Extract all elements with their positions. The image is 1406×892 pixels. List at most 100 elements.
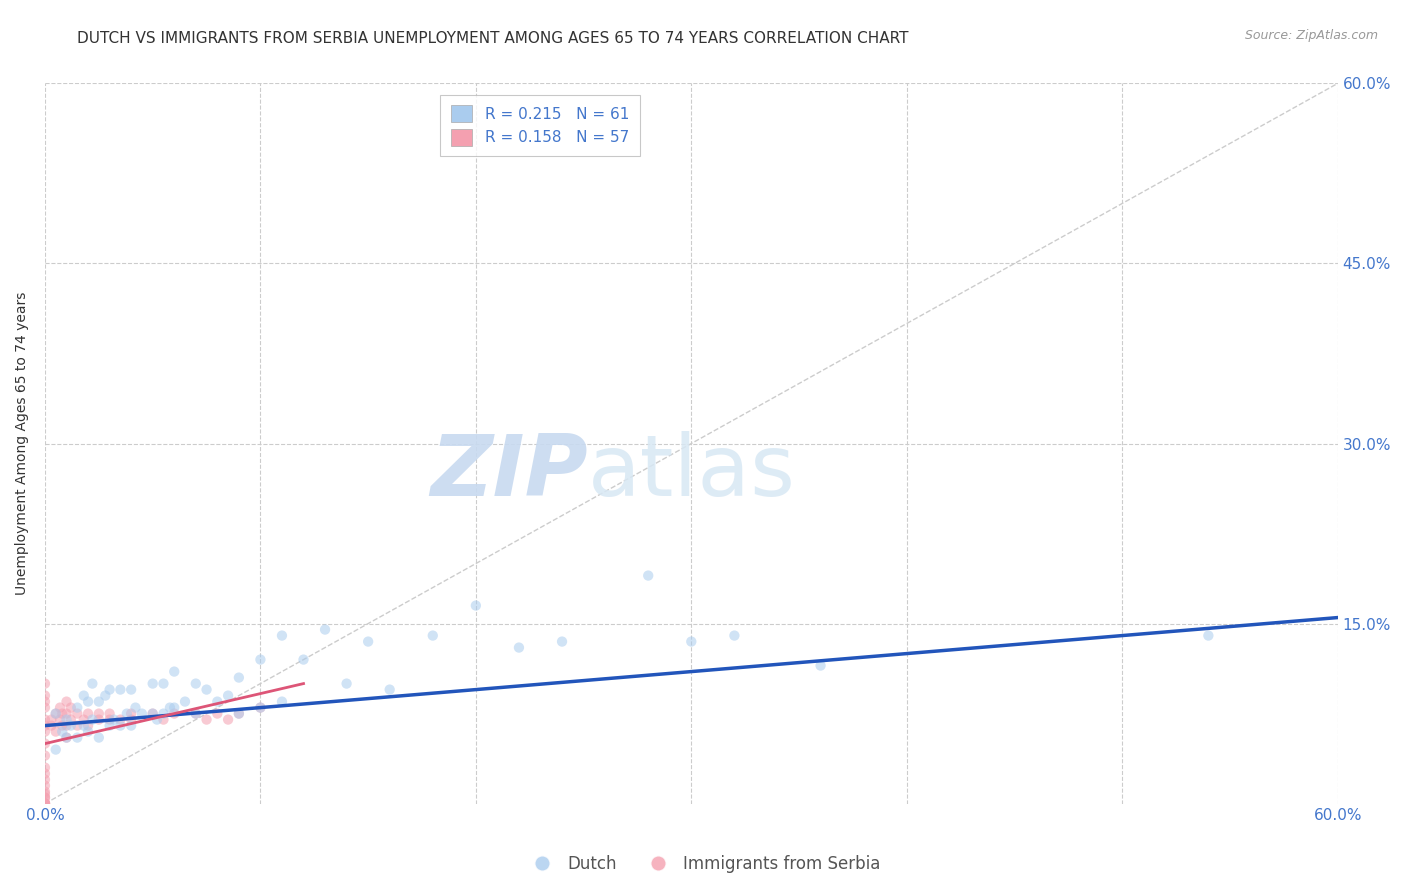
Point bbox=[49, 700, 72, 714]
Point bbox=[98, 718, 121, 732]
Point bbox=[195, 713, 218, 727]
Point bbox=[228, 706, 250, 721]
Point bbox=[34, 700, 56, 714]
Point bbox=[120, 682, 142, 697]
Point bbox=[55, 731, 77, 745]
Point bbox=[66, 706, 89, 721]
Point bbox=[34, 797, 56, 811]
Point bbox=[55, 731, 77, 745]
Point bbox=[110, 713, 132, 727]
Text: DUTCH VS IMMIGRANTS FROM SERBIA UNEMPLOYMENT AMONG AGES 65 TO 74 YEARS CORRELATI: DUTCH VS IMMIGRANTS FROM SERBIA UNEMPLOY… bbox=[77, 31, 908, 46]
Point bbox=[45, 742, 67, 756]
Point bbox=[271, 629, 294, 643]
Point bbox=[357, 634, 380, 648]
Point bbox=[336, 676, 359, 690]
Point bbox=[41, 718, 63, 732]
Point bbox=[34, 724, 56, 739]
Point bbox=[55, 695, 77, 709]
Point bbox=[810, 658, 832, 673]
Point bbox=[207, 706, 229, 721]
Point bbox=[34, 787, 56, 801]
Point bbox=[103, 713, 125, 727]
Point bbox=[120, 706, 142, 721]
Point bbox=[66, 731, 89, 745]
Point bbox=[34, 790, 56, 805]
Point bbox=[152, 676, 174, 690]
Point bbox=[174, 695, 197, 709]
Point bbox=[1197, 629, 1219, 643]
Point bbox=[34, 761, 56, 775]
Point bbox=[723, 629, 745, 643]
Point bbox=[34, 737, 56, 751]
Point bbox=[34, 748, 56, 763]
Point bbox=[217, 689, 239, 703]
Point bbox=[314, 623, 336, 637]
Point bbox=[184, 706, 207, 721]
Point bbox=[49, 713, 72, 727]
Point bbox=[228, 706, 250, 721]
Point bbox=[124, 700, 146, 714]
Point bbox=[292, 652, 315, 666]
Point bbox=[120, 713, 142, 727]
Point bbox=[508, 640, 530, 655]
Point bbox=[66, 700, 89, 714]
Point bbox=[59, 700, 82, 714]
Text: ZIP: ZIP bbox=[430, 431, 588, 514]
Point bbox=[120, 718, 142, 732]
Point bbox=[207, 695, 229, 709]
Point bbox=[34, 797, 56, 811]
Point bbox=[152, 706, 174, 721]
Point bbox=[51, 724, 73, 739]
Point bbox=[378, 682, 401, 697]
Point bbox=[34, 766, 56, 780]
Point bbox=[159, 700, 181, 714]
Point bbox=[146, 713, 169, 727]
Point bbox=[73, 713, 96, 727]
Point bbox=[131, 706, 153, 721]
Point bbox=[142, 706, 165, 721]
Point bbox=[34, 784, 56, 798]
Point bbox=[142, 676, 165, 690]
Point bbox=[152, 713, 174, 727]
Point bbox=[163, 665, 186, 679]
Text: atlas: atlas bbox=[588, 431, 796, 514]
Point bbox=[110, 682, 132, 697]
Point bbox=[115, 706, 138, 721]
Point bbox=[87, 695, 110, 709]
Point bbox=[98, 682, 121, 697]
Point bbox=[249, 700, 271, 714]
Point bbox=[59, 718, 82, 732]
Legend: R = 0.215   N = 61, R = 0.158   N = 57: R = 0.215 N = 61, R = 0.158 N = 57 bbox=[440, 95, 640, 156]
Point bbox=[163, 706, 186, 721]
Point bbox=[34, 689, 56, 703]
Point bbox=[34, 797, 56, 811]
Point bbox=[73, 689, 96, 703]
Point bbox=[195, 682, 218, 697]
Point bbox=[249, 700, 271, 714]
Point bbox=[45, 724, 67, 739]
Point bbox=[73, 718, 96, 732]
Point bbox=[87, 731, 110, 745]
Point bbox=[55, 718, 77, 732]
Point bbox=[110, 718, 132, 732]
Point bbox=[51, 718, 73, 732]
Point bbox=[98, 706, 121, 721]
Point bbox=[98, 713, 121, 727]
Point bbox=[87, 706, 110, 721]
Point bbox=[77, 718, 100, 732]
Text: Source: ZipAtlas.com: Source: ZipAtlas.com bbox=[1244, 29, 1378, 42]
Y-axis label: Unemployment Among Ages 65 to 74 years: Unemployment Among Ages 65 to 74 years bbox=[15, 292, 30, 595]
Point bbox=[77, 695, 100, 709]
Legend: Dutch, Immigrants from Serbia: Dutch, Immigrants from Serbia bbox=[519, 848, 887, 880]
Point bbox=[184, 676, 207, 690]
Point bbox=[82, 713, 104, 727]
Point bbox=[41, 713, 63, 727]
Point bbox=[34, 779, 56, 793]
Point bbox=[55, 706, 77, 721]
Point bbox=[34, 797, 56, 811]
Point bbox=[34, 772, 56, 787]
Point bbox=[637, 568, 659, 582]
Point bbox=[34, 695, 56, 709]
Point bbox=[55, 713, 77, 727]
Point bbox=[249, 652, 271, 666]
